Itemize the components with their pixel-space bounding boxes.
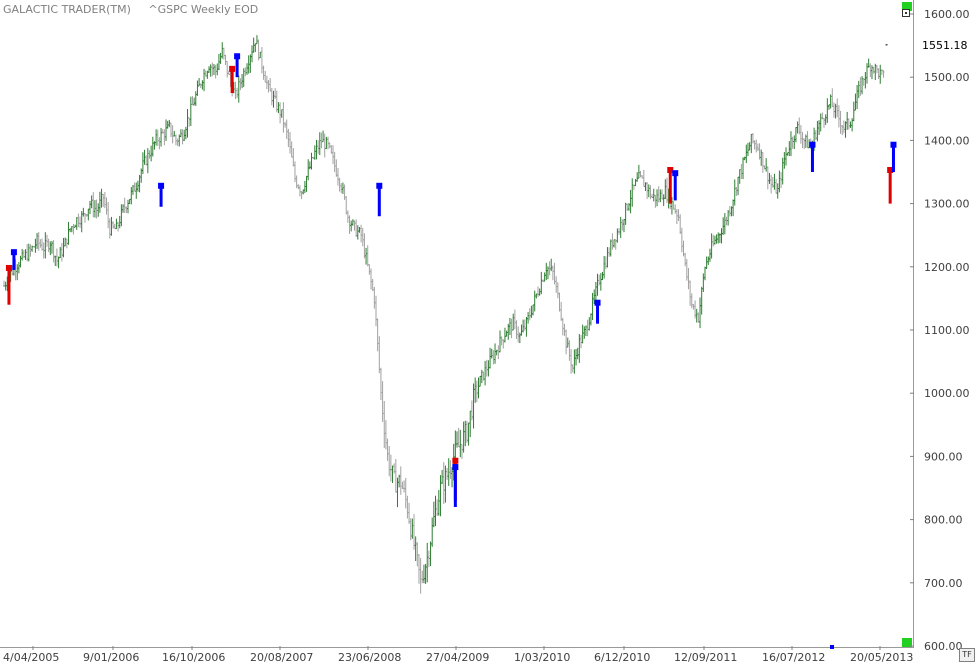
signal-marker [809,141,816,148]
signal-bar [673,175,677,201]
x-tick-label: 4/04/2005 [3,651,59,664]
signal-marker [452,464,459,471]
signal-marker [10,249,17,256]
x-tick-label: 1/03/2010 [514,651,570,664]
signal-marker [594,299,601,306]
signal-bar [159,187,163,207]
x-tick-label: 12/09/2011 [674,651,737,664]
y-tick-label: 1200.00 [924,261,970,274]
y-tick-label: 1500.00 [924,71,970,84]
signal-bar [888,172,892,204]
x-tick-label: 27/04/2009 [426,651,489,664]
y-tick-label: 800.00 [924,514,963,527]
axis-marker [830,645,834,649]
x-tick-label: 20/08/2007 [250,651,313,664]
signal-bar [7,269,11,305]
y-tick-label: 700.00 [924,577,963,590]
signal-bar [230,70,234,93]
signal-marker [887,167,894,173]
y-tick-label: 1000.00 [924,387,970,400]
signal-marker [667,167,674,173]
app-title: GALACTIC TRADER(TM) [3,3,131,16]
signal-marker [5,264,12,271]
signal-marker [376,182,383,189]
plot-area[interactable] [0,0,914,648]
series-title: ^GSPC Weekly EOD [148,3,259,16]
last-price-label: 1551.18 [922,39,968,52]
signal-bar [12,254,16,270]
y-tick-label: 1300.00 [924,198,970,211]
signal-bar [596,304,600,324]
x-tick-label: 6/12/2010 [594,651,650,664]
y-tick-label: 1400.00 [924,134,970,147]
y-tick-label: 600.00 [924,640,963,653]
x-tick-label: 23/06/2008 [338,651,401,664]
timeframe-button[interactable]: TF [959,648,975,662]
scroll-top-button[interactable] [902,9,910,17]
signal-marker [890,141,897,148]
scroll-bottom-indicator[interactable] [902,638,912,647]
signal-marker [234,53,241,60]
x-tick-label: 16/10/2006 [162,651,225,664]
signal-bar [453,469,457,507]
signal-bar [377,187,381,217]
x-tick-label: 9/01/2006 [83,651,139,664]
signal-marker [452,457,459,464]
x-tick-label: 20/05/2013 [850,651,913,664]
signal-marker [672,170,679,177]
y-tick-label: 1600.00 [924,8,970,21]
signal-bar [235,58,239,78]
signal-bar [810,146,814,172]
y-tick-label: 1100.00 [924,324,970,337]
y-tick-label: 900.00 [924,450,963,463]
signal-marker [229,65,236,72]
chart-header: GALACTIC TRADER(TM) ^GSPC Weekly EOD [3,3,272,16]
signal-bar [668,172,672,204]
signal-bar [891,146,895,172]
signal-marker [158,182,165,189]
scroll-top-indicator[interactable] [902,2,912,11]
x-tick-label: 16/07/2012 [762,651,825,664]
